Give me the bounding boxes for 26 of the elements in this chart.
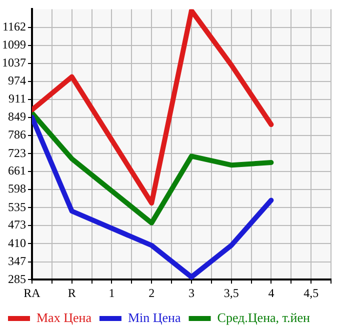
legend-label: Max Цена [36,310,92,325]
y-tick-label: 786 [8,128,26,142]
y-tick-label: 974 [8,74,26,88]
y-tick-label: 410 [8,236,26,250]
y-tick-label: 347 [8,254,26,268]
y-tick-label: 1099 [2,38,26,52]
x-tick-label: 1 [108,286,115,300]
x-tick-label: 4 [268,286,274,300]
y-tick-label: 1037 [2,55,26,70]
y-tick-label: 473 [8,218,26,232]
y-tick-label: 723 [8,146,26,160]
legend-label: Min Цена [128,310,181,325]
x-tick-label: R [68,286,76,300]
x-tick-label: RA [24,286,41,300]
x-tick-label: 3,5 [224,286,239,300]
y-tick-label: 598 [8,182,26,196]
legend-label: Сред.Цена, т.йен [217,310,310,325]
y-tick-label: 285 [8,272,26,286]
x-tick-label: 3 [188,286,194,300]
x-tick-label: 2 [148,286,155,300]
y-tick-label: 661 [8,164,26,178]
y-tick-label: 911 [8,92,26,106]
y-tick-label: 1162 [2,19,26,34]
x-tick-label: 4,5 [304,286,319,300]
y-tick-label: 535 [8,200,26,214]
y-tick-label: 849 [8,110,26,124]
